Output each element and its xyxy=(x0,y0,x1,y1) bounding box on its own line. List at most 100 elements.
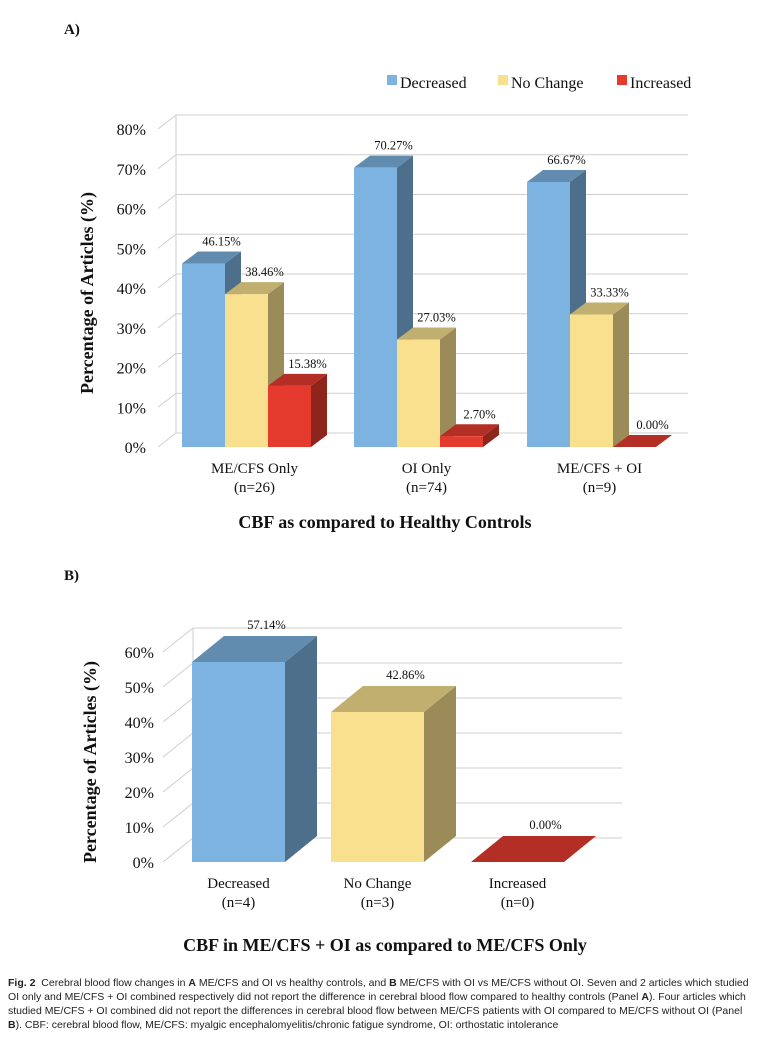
y-tick-label: 30% xyxy=(125,750,154,767)
chart-a: 0% 10% 20% 30% 40% 50% 60% 70% 80% Percentage of … xyxy=(77,75,691,496)
grid-diagonal xyxy=(162,662,194,688)
bar-increased-top xyxy=(268,373,327,386)
y-tick-label: 10% xyxy=(125,820,154,837)
y-tick-label: 30% xyxy=(117,321,146,338)
bar-decreased-front xyxy=(182,263,225,447)
x-category-count: (n=0) xyxy=(501,895,534,911)
x-category-label: OI Only xyxy=(402,461,452,477)
x-category-label: ME/CFS Only xyxy=(211,461,299,477)
bar-no-change-side xyxy=(440,327,456,447)
bar-no-change-side xyxy=(424,685,456,862)
figure-caption: Fig. 2 Cerebral blood flow changes in A … xyxy=(8,976,758,1032)
caption-text-4: ). Four articles which studied ME/CFS + … xyxy=(8,991,746,1017)
data-label: 27.03% xyxy=(417,311,456,325)
legend-label: Decreased xyxy=(400,75,467,92)
bar-decreased-front xyxy=(527,181,570,447)
y-tick-label: 0% xyxy=(133,855,154,872)
bar-no-change-front xyxy=(225,294,268,447)
bar-no-change-front xyxy=(331,711,424,862)
y-tick-label: 50% xyxy=(117,241,146,258)
grid-diagonal xyxy=(157,273,177,289)
legend-swatch-no-change xyxy=(498,75,508,85)
x-category-label: Decreased xyxy=(207,876,270,892)
data-label: 66.67% xyxy=(547,153,586,167)
x-category-label: Increased xyxy=(489,876,547,892)
y-tick-label: 70% xyxy=(117,162,146,179)
data-label: 2.70% xyxy=(463,407,495,421)
caption-a: A xyxy=(188,977,196,989)
bar-decreased-front xyxy=(192,662,285,862)
y-tick-label: 50% xyxy=(125,680,154,697)
legend-label: No Change xyxy=(511,75,583,92)
chart-b: 0% 10% 20% 30% 40% 50% 60% Percentage of Articl… xyxy=(80,618,622,911)
caption-a2: A xyxy=(641,991,649,1003)
chart-a-x-title: CBF as compared to Healthy Controls xyxy=(238,512,532,532)
bar-increased-top xyxy=(440,424,499,437)
bar-increased-top xyxy=(613,435,672,447)
bar-decreased-front xyxy=(354,167,397,447)
grid-diagonal xyxy=(162,697,194,723)
x-category-count: (n=74) xyxy=(406,480,447,496)
x-category-count: (n=9) xyxy=(583,480,616,496)
y-tick-label: 40% xyxy=(125,715,154,732)
bar-decreased-top xyxy=(192,636,317,663)
data-label: 0.00% xyxy=(529,818,561,832)
x-category-label: No Change xyxy=(344,876,412,892)
caption-text-1: Cerebral blood flow changes in xyxy=(41,977,189,989)
bar-increased-front xyxy=(440,436,483,447)
caption-b2: B xyxy=(8,1019,16,1031)
y-tick-label: 80% xyxy=(117,122,146,139)
caption-text-2: ME/CFS and OI vs healthy controls, and xyxy=(195,977,390,989)
data-label: 33.33% xyxy=(590,286,629,300)
bar-no-change-top xyxy=(570,302,629,315)
panel-a-label: A) xyxy=(64,22,80,38)
bar-no-change-front xyxy=(397,339,440,447)
data-label: 42.86% xyxy=(386,668,425,682)
grid-diagonal xyxy=(157,313,177,329)
bar-decreased-top xyxy=(354,155,413,168)
grid-diagonal xyxy=(157,353,177,368)
bar-increased-front xyxy=(268,385,311,447)
bar-no-change-top xyxy=(331,685,456,712)
bar-no-change-top xyxy=(397,327,456,340)
grid-diagonal xyxy=(162,627,194,653)
grid-diagonal xyxy=(162,767,194,793)
x-category-count: (n=4) xyxy=(222,895,255,911)
bar-decreased-top xyxy=(182,251,241,264)
y-tick-label: 10% xyxy=(117,400,146,417)
grid-diagonal xyxy=(157,392,177,408)
y-axis-title: Percentage of Articles (%) xyxy=(80,661,101,863)
bar-increased-side xyxy=(311,373,327,447)
grid-diagonal xyxy=(157,233,177,249)
legend-label: Increased xyxy=(630,75,691,92)
data-label: 46.15% xyxy=(202,235,241,249)
x-category-label: ME/CFS + OI xyxy=(557,461,642,477)
bar-decreased-top xyxy=(527,169,586,182)
legend-swatch-increased xyxy=(617,75,627,85)
y-tick-label: 20% xyxy=(117,361,146,378)
y-tick-label: 40% xyxy=(117,281,146,298)
grid-diagonal xyxy=(157,194,177,209)
y-axis-title: Percentage of Articles (%) xyxy=(77,192,98,394)
y-tick-label: 60% xyxy=(125,645,154,662)
caption-text-5: ). CBF: cerebral blood flow, ME/CFS: mya… xyxy=(15,1019,559,1031)
bar-increased-top xyxy=(471,836,596,862)
data-label: 70.27% xyxy=(374,139,413,153)
bar-no-change-side xyxy=(613,302,629,447)
bar-increased-side xyxy=(483,424,499,447)
grid-diagonal xyxy=(162,802,194,828)
grid-diagonal xyxy=(157,154,177,170)
grid-diagonal xyxy=(162,837,194,863)
grid-diagonal xyxy=(157,114,177,130)
legend-swatch-decreased xyxy=(387,75,397,85)
caption-fig-label: Fig. 2 xyxy=(8,977,36,989)
data-label: 38.46% xyxy=(245,265,284,279)
data-label: 57.14% xyxy=(247,618,286,632)
caption-b: B xyxy=(389,977,397,989)
data-label: 15.38% xyxy=(288,357,327,371)
bar-no-change-front xyxy=(570,314,613,447)
x-category-count: (n=3) xyxy=(361,895,394,911)
panel-b-label: B) xyxy=(64,568,79,584)
y-tick-label: 0% xyxy=(125,440,146,457)
grid-diagonal xyxy=(157,432,177,448)
